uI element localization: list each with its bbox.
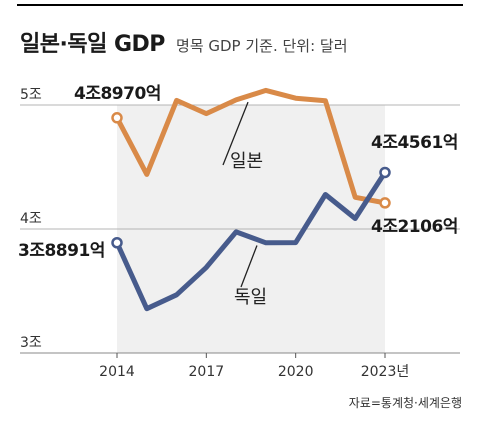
x-tick-label: 2023년: [361, 364, 410, 380]
japan-series-name: 일본: [230, 151, 263, 172]
chart-subtitle: 명목 GDP 기준. 단위: 달러: [176, 37, 348, 55]
y-tick-label: 5조: [20, 87, 42, 103]
japan-point: [111, 112, 123, 124]
japan-series-line: [114, 87, 388, 206]
japan-end-label: 4조2106억: [371, 217, 458, 237]
germany-series-name: 독일: [234, 287, 267, 308]
germany-start-label: 3조8891억: [18, 241, 105, 261]
source-note: 자료=통계청·세계은행: [348, 396, 462, 410]
title-row: 일본·독일 GDP 명목 GDP 기준. 단위: 달러: [20, 26, 348, 58]
germany-leader-line: [240, 245, 258, 288]
x-tick-label: 2020: [278, 364, 314, 380]
germany-series-line: [114, 169, 388, 312]
y-tick-label: 3조: [20, 335, 42, 351]
germany-point: [379, 166, 391, 179]
japan-leader-line: [222, 101, 249, 166]
germany-end-label: 4조4561억: [371, 133, 458, 153]
japan-point: [379, 197, 391, 209]
germany-point: [111, 237, 123, 249]
top-rule: [17, 4, 463, 6]
x-tick-label: 2014: [99, 364, 135, 380]
chart-title: 일본·독일 GDP: [20, 32, 165, 57]
x-tick-label: 2017: [189, 364, 225, 380]
japan-start-label: 4조8970억: [74, 84, 161, 104]
y-tick-label: 4조: [20, 211, 42, 227]
